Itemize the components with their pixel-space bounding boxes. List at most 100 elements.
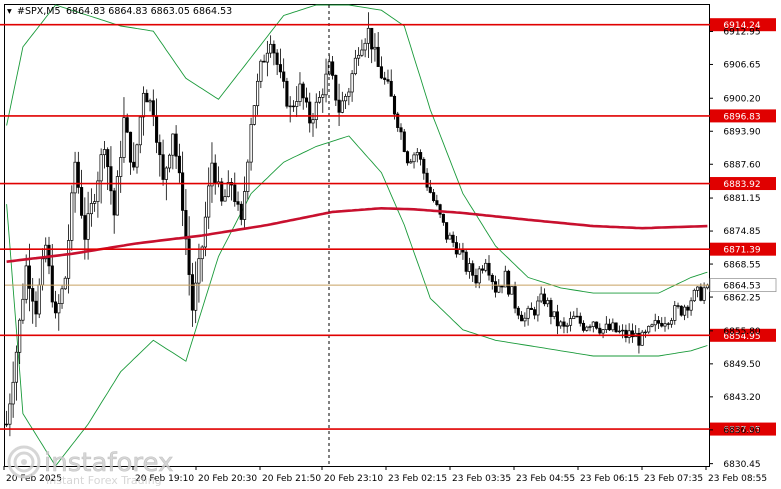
level-box xyxy=(710,177,776,191)
candle xyxy=(265,40,269,77)
candle xyxy=(197,243,201,303)
x-tick-label: 23 Feb 08:55 xyxy=(708,474,767,484)
candle xyxy=(595,321,599,330)
candle xyxy=(5,410,9,427)
candle xyxy=(523,312,527,327)
candle xyxy=(112,187,116,234)
y-tick-label: 6855.80 xyxy=(723,327,760,337)
candle xyxy=(373,33,377,62)
y-tick: 6855.80 xyxy=(709,327,761,337)
level-label: 6871.39 xyxy=(723,246,760,256)
candle xyxy=(578,312,582,327)
candle xyxy=(529,302,533,310)
candle xyxy=(86,191,90,260)
x-tick: 23 Feb 08:55 xyxy=(705,466,767,484)
candle xyxy=(308,92,312,133)
candle xyxy=(575,307,579,318)
candle xyxy=(207,167,211,229)
candle xyxy=(647,325,651,334)
candle xyxy=(363,38,367,58)
moving-average xyxy=(6,206,708,263)
level-6854.95: 6854.95 xyxy=(0,328,776,342)
candle xyxy=(370,27,374,64)
candle xyxy=(350,70,354,102)
x-tick-label: 23 Feb 06:15 xyxy=(580,474,639,484)
candle xyxy=(53,290,58,319)
level-box xyxy=(710,242,776,256)
candle xyxy=(591,321,595,333)
candle xyxy=(419,149,423,166)
candle xyxy=(96,171,100,218)
y-tick: 6849.50 xyxy=(709,360,761,370)
candle xyxy=(686,305,690,319)
candle xyxy=(161,139,165,186)
y-tick-label: 6862.25 xyxy=(723,293,760,303)
candle xyxy=(533,306,537,320)
candle xyxy=(324,58,328,103)
x-tick: 23 Feb 04:55 xyxy=(513,466,575,484)
candle xyxy=(627,323,631,344)
candle xyxy=(614,322,618,333)
y-tick: 6906.65 xyxy=(709,61,761,71)
x-tick-label: 20 Feb 19:10 xyxy=(135,474,194,484)
candle xyxy=(138,115,142,154)
candle xyxy=(243,176,247,230)
candle xyxy=(451,231,455,248)
x-tick: 20 Feb 2025 xyxy=(3,466,62,484)
candle xyxy=(572,311,576,319)
candle xyxy=(683,304,687,321)
y-tick-label: 6874.85 xyxy=(723,227,760,237)
level-box xyxy=(710,109,776,123)
candle xyxy=(115,170,119,216)
candle xyxy=(477,266,481,289)
candle xyxy=(383,71,387,85)
candle xyxy=(366,12,370,58)
candle xyxy=(93,193,97,212)
y-tick-label: 6893.90 xyxy=(723,127,760,137)
x-tick-label: 20 Feb 23:10 xyxy=(324,474,383,484)
y-tick-label: 6900.20 xyxy=(723,94,760,104)
candle xyxy=(200,245,204,282)
candle xyxy=(122,97,126,163)
level-box xyxy=(710,18,776,32)
candle xyxy=(445,222,449,243)
x-tick: 23 Feb 03:35 xyxy=(449,466,511,484)
candle xyxy=(653,313,657,332)
x-tick-label: 23 Feb 02:15 xyxy=(388,474,447,484)
watermark-tagline: Instant Forex Trading xyxy=(46,474,162,487)
candle xyxy=(376,32,380,68)
candle xyxy=(611,318,615,332)
candle xyxy=(291,100,295,112)
level-label: 6883.92 xyxy=(723,180,760,190)
level-6883.92: 6883.92 xyxy=(0,177,776,191)
level-6896.83: 6896.83 xyxy=(0,109,776,123)
candle xyxy=(402,128,406,153)
candle xyxy=(203,201,207,257)
y-tick-label: 6881.15 xyxy=(723,194,760,204)
candle xyxy=(239,201,243,226)
candle xyxy=(132,142,136,171)
y-tick: 6868.55 xyxy=(709,260,761,270)
candle xyxy=(422,157,426,180)
symbol-label: #SPX,M5 xyxy=(17,6,61,17)
candle xyxy=(301,81,305,110)
candle xyxy=(220,177,224,206)
y-tick-label: 6830.45 xyxy=(723,460,760,470)
y-tick-label: 6887.60 xyxy=(723,160,760,170)
candle xyxy=(353,49,357,76)
candle xyxy=(467,257,471,279)
candle xyxy=(454,235,458,258)
candle xyxy=(63,276,67,290)
bollinger-bands xyxy=(6,4,708,467)
candle xyxy=(656,316,661,329)
candle xyxy=(520,311,524,322)
candle xyxy=(148,98,152,112)
candle xyxy=(194,261,198,324)
candle xyxy=(493,275,498,298)
candle xyxy=(643,329,647,338)
candle xyxy=(702,282,706,304)
candle xyxy=(223,189,227,202)
level-box xyxy=(710,422,776,436)
x-tick-label: 23 Feb 04:55 xyxy=(516,474,575,484)
